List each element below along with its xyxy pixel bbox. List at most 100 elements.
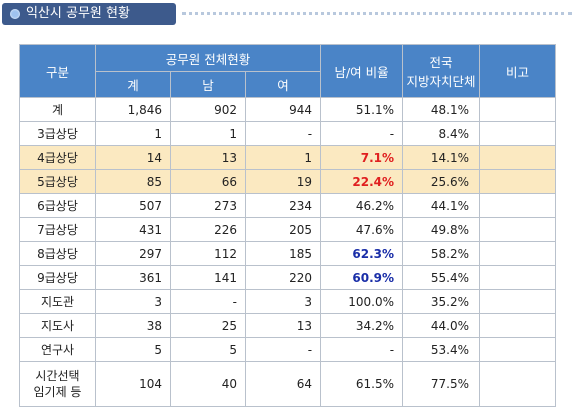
- row-male: 13: [170, 145, 246, 170]
- row-category: 시간선택 임기제 등: [19, 361, 96, 407]
- row-total: 431: [95, 217, 171, 242]
- row-female: 234: [244, 193, 322, 218]
- row-male: 66: [170, 169, 246, 194]
- row-female: 220: [244, 265, 322, 290]
- header-remarks: 비고: [479, 44, 557, 98]
- row-total: 85: [95, 169, 171, 194]
- row-national: 49.8%: [402, 217, 481, 242]
- row-national: 55.4%: [402, 265, 481, 290]
- header-status-group: 공무원 전체현황: [94, 44, 322, 72]
- table-row: 시간선택 임기제 등 104 40 64 61.5% 77.5%: [19, 361, 557, 407]
- row-ratio-high: 62.3%: [320, 241, 404, 266]
- row-ratio: 51.1%: [320, 97, 404, 122]
- table-row: 지도관 3 - 3 100.0% 35.2%: [19, 289, 557, 314]
- row-total: 104: [95, 361, 171, 407]
- row-female: 13: [244, 313, 322, 338]
- row-total: 38: [95, 313, 171, 338]
- row-female: 205: [244, 217, 322, 242]
- row-total: 507: [95, 193, 171, 218]
- row-ratio-low: 7.1%: [320, 145, 404, 170]
- row-category: 4급상당: [19, 145, 96, 170]
- row-male: 40: [170, 361, 246, 407]
- row-category: 연구사: [19, 337, 96, 362]
- row-female: 64: [244, 361, 322, 407]
- row-category: 3급상당: [19, 121, 96, 146]
- row-ratio: 46.2%: [320, 193, 404, 218]
- row-female: 3: [244, 289, 322, 314]
- table-row: 연구사 5 5 - - 53.4%: [19, 337, 557, 362]
- row-category: 5급상당: [19, 169, 96, 194]
- row-ratio: 100.0%: [320, 289, 404, 314]
- row-female: -: [244, 337, 322, 362]
- row-remarks: [479, 337, 557, 362]
- row-national: 44.1%: [402, 193, 481, 218]
- row-ratio-low: 22.4%: [320, 169, 404, 194]
- row-category: 7급상당: [19, 217, 96, 242]
- row-category: 9급상당: [19, 265, 96, 290]
- row-ratio: 47.6%: [320, 217, 404, 242]
- table-row: 6급상당 507 273 234 46.2% 44.1%: [19, 193, 557, 218]
- row-male: 141: [170, 265, 246, 290]
- row-female: 1: [244, 145, 322, 170]
- row-total: 5: [95, 337, 171, 362]
- title-bar: 익산시 공무원 현황: [0, 0, 580, 26]
- row-national: 48.1%: [402, 97, 481, 122]
- table-row: 계 1,846 902 944 51.1% 48.1%: [19, 97, 557, 122]
- header-category: 구분: [19, 44, 96, 98]
- row-remarks: [479, 169, 557, 194]
- row-national: 53.4%: [402, 337, 481, 362]
- row-ratio-high: 60.9%: [320, 265, 404, 290]
- row-remarks: [479, 265, 557, 290]
- row-national: 25.6%: [402, 169, 481, 194]
- header-total: 계: [95, 71, 171, 98]
- row-male: 112: [170, 241, 246, 266]
- row-ratio: -: [320, 337, 404, 362]
- row-female: -: [244, 121, 322, 146]
- row-total: 1,846: [95, 97, 171, 122]
- row-remarks: [479, 361, 557, 407]
- row-national: 14.1%: [402, 145, 481, 170]
- row-remarks: [479, 241, 557, 266]
- row-total: 361: [95, 265, 171, 290]
- row-remarks: [479, 313, 557, 338]
- row-remarks: [479, 145, 557, 170]
- row-male: 25: [170, 313, 246, 338]
- row-category: 6급상당: [19, 193, 96, 218]
- row-female: 19: [244, 169, 322, 194]
- table-row: 8급상당 297 112 185 62.3% 58.2%: [19, 241, 557, 266]
- row-male: 273: [170, 193, 246, 218]
- row-remarks: [479, 217, 557, 242]
- row-national: 44.0%: [402, 313, 481, 338]
- table-row: 9급상당 361 141 220 60.9% 55.4%: [19, 265, 557, 290]
- row-remarks: [479, 121, 557, 146]
- row-category: 계: [19, 97, 96, 122]
- row-category-line1: 시간선택: [35, 369, 80, 383]
- row-category: 8급상당: [19, 241, 96, 266]
- row-male: 226: [170, 217, 246, 242]
- row-ratio: -: [320, 121, 404, 146]
- header-national: 전국 지방자치단체: [402, 44, 481, 98]
- row-remarks: [479, 289, 557, 314]
- header-male: 남: [170, 71, 246, 98]
- table-row: 지도사 38 25 13 34.2% 44.0%: [19, 313, 557, 338]
- row-total: 297: [95, 241, 171, 266]
- row-national: 77.5%: [402, 361, 481, 407]
- staff-status-table: 구분 공무원 전체현황 남/여 비율 전국 지방자치단체 비고 계 남 여 계 …: [19, 44, 557, 407]
- row-category: 지도사: [19, 313, 96, 338]
- bullet-circle-icon: [10, 9, 20, 19]
- row-ratio: 34.2%: [320, 313, 404, 338]
- row-male: 5: [170, 337, 246, 362]
- row-total: 14: [95, 145, 171, 170]
- table-row: 3급상당 1 1 - - 8.4%: [19, 121, 557, 146]
- table-row-highlighted: 4급상당 14 13 1 7.1% 14.1%: [19, 145, 557, 170]
- table-row-highlighted: 5급상당 85 66 19 22.4% 25.6%: [19, 169, 557, 194]
- row-ratio: 61.5%: [320, 361, 404, 407]
- header-female: 여: [244, 71, 322, 98]
- row-national: 35.2%: [402, 289, 481, 314]
- row-female: 944: [244, 97, 322, 122]
- header-national-line1: 전국: [429, 55, 453, 70]
- row-total: 3: [95, 289, 171, 314]
- row-category-line2: 임기제 등: [33, 385, 82, 399]
- row-total: 1: [95, 121, 171, 146]
- dotted-divider: [182, 12, 572, 17]
